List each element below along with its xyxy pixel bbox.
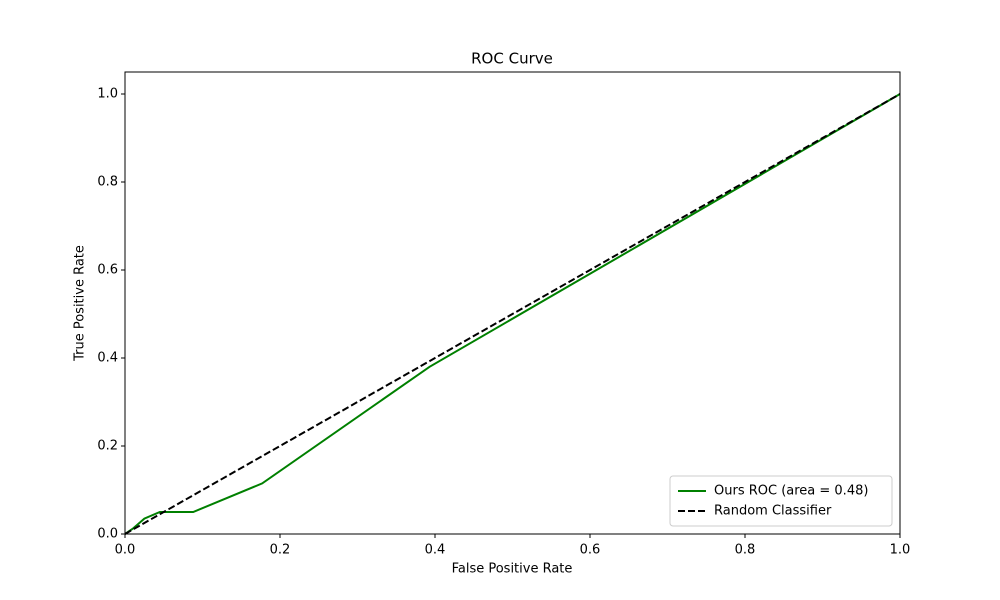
y-tick-label: 1.0 bbox=[97, 87, 118, 102]
y-tick-label: 0.0 bbox=[97, 527, 118, 542]
legend-label: Random Classifier bbox=[714, 504, 832, 519]
x-tick-label: 0.8 bbox=[735, 543, 756, 558]
y-tick-label: 0.4 bbox=[97, 351, 118, 366]
x-tick-label: 0.2 bbox=[270, 543, 291, 558]
y-axis-label: True Positive Rate bbox=[73, 245, 88, 362]
x-tick-label: 0.4 bbox=[425, 543, 446, 558]
chart-title: ROC Curve bbox=[471, 50, 553, 68]
y-tick-label: 0.8 bbox=[97, 175, 118, 190]
plot-frame bbox=[124, 71, 901, 535]
x-axis-label: False Positive Rate bbox=[452, 562, 573, 577]
x-tick-label: 0.0 bbox=[115, 543, 136, 558]
y-tick-label: 0.6 bbox=[97, 263, 118, 278]
legend-box bbox=[669, 475, 893, 527]
x-tick-label: 1.0 bbox=[890, 543, 911, 558]
y-tick-label: 0.2 bbox=[97, 439, 118, 454]
series-line bbox=[124, 93, 901, 535]
series-line bbox=[124, 93, 901, 535]
x-tick-label: 0.6 bbox=[580, 543, 601, 558]
legend-label: Ours ROC (area = 0.48) bbox=[714, 484, 868, 499]
